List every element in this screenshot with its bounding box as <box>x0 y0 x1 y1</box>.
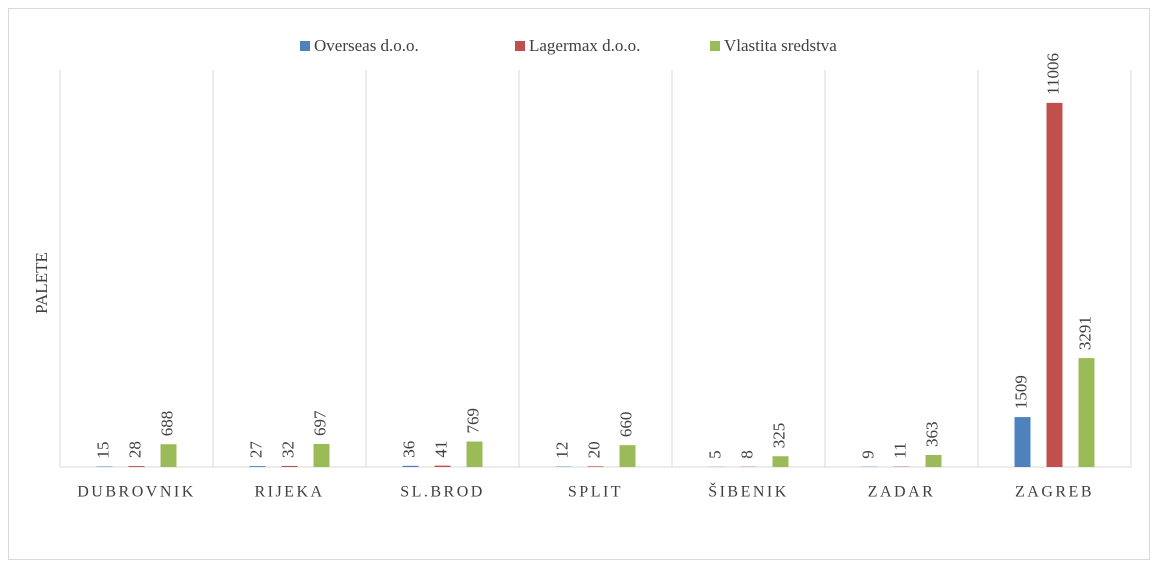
bar <box>1014 417 1031 467</box>
bar <box>313 443 330 467</box>
x-tick-label: SPLIT <box>568 484 623 501</box>
data-label: 11 <box>890 442 909 458</box>
legend-label: Vlastita sredstva <box>724 36 837 55</box>
legend-label: Lagermax d.o.o. <box>529 36 640 55</box>
data-label: 325 <box>769 423 788 449</box>
data-label: 11006 <box>1043 53 1062 95</box>
data-label: 15 <box>93 442 112 459</box>
data-label: 32 <box>278 441 297 458</box>
data-label: 3291 <box>1075 316 1094 350</box>
x-tick-label: RIJEKA <box>254 484 324 501</box>
data-label: 688 <box>157 411 176 437</box>
data-label: 27 <box>246 441 265 459</box>
bar <box>249 466 266 467</box>
legend-swatch <box>300 41 310 51</box>
bar <box>587 466 604 467</box>
data-label: 20 <box>584 441 603 458</box>
data-label: 769 <box>463 408 482 434</box>
bar <box>619 445 636 467</box>
data-label: 363 <box>922 421 941 447</box>
data-label: 36 <box>399 441 418 458</box>
bar <box>281 465 298 467</box>
bar <box>434 465 451 467</box>
x-tick-label: ZAGREB <box>1015 484 1094 501</box>
legend-swatch <box>515 41 525 51</box>
data-label: 1509 <box>1011 375 1030 409</box>
chart-border <box>8 8 1150 560</box>
bar <box>160 444 177 467</box>
legend-swatch <box>710 41 720 51</box>
bar <box>925 454 942 467</box>
data-label: 8 <box>737 450 756 459</box>
data-label: 660 <box>616 412 635 438</box>
data-label: 9 <box>858 450 877 459</box>
bar <box>466 441 483 467</box>
data-label: 697 <box>310 410 329 436</box>
bar <box>128 466 145 467</box>
data-label: 28 <box>125 441 144 458</box>
data-label: 41 <box>431 441 450 458</box>
bar <box>402 465 419 467</box>
x-tick-label: ZADAR <box>868 484 936 501</box>
data-label: 5 <box>705 450 724 459</box>
x-tick-label: DUBROVNIK <box>77 484 196 501</box>
legend-label: Overseas d.o.o. <box>314 36 419 55</box>
data-label: 12 <box>552 442 571 459</box>
x-tick-label: SL.BROD <box>400 484 485 501</box>
bar <box>772 456 789 467</box>
y-axis-label: PALETE <box>32 252 51 314</box>
bar <box>1046 102 1063 468</box>
x-tick-label: ŠIBENIK <box>708 482 789 501</box>
bar <box>1078 358 1095 467</box>
